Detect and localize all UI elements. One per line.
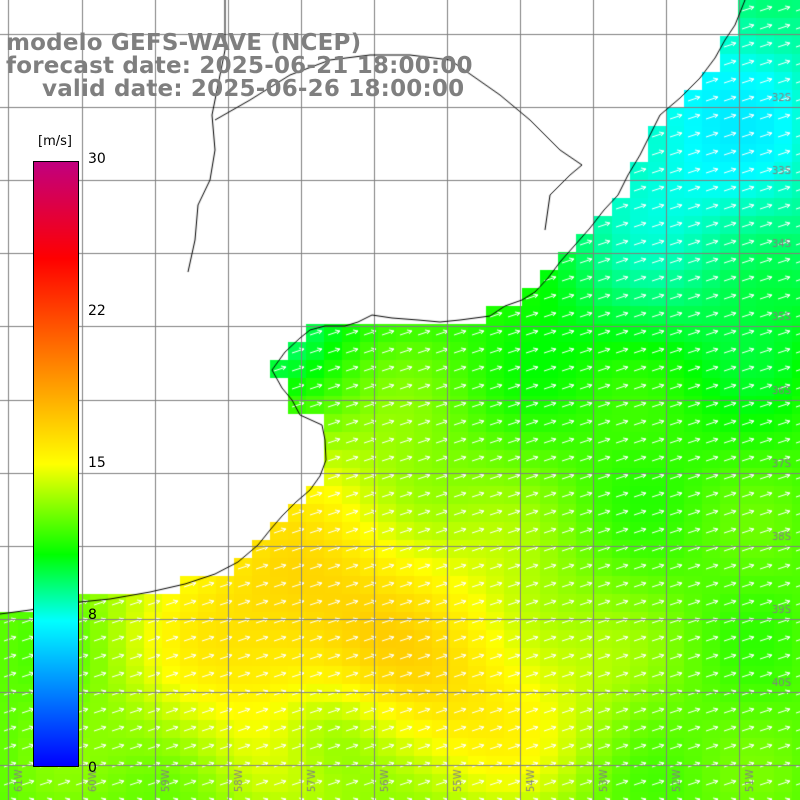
forecast-date: forecast date: 2025-06-21 18:00:00 [6, 53, 473, 79]
colorbar-tick-30: 30 [88, 151, 106, 167]
valid-date: valid date: 2025-06-26 18:00:00 [42, 76, 465, 102]
colorbar [33, 161, 79, 767]
colorbar-tick-15: 15 [88, 455, 106, 471]
colorbar-tick-0: 0 [88, 760, 97, 776]
colorbar-tick-22: 22 [88, 303, 106, 319]
colorbar-unit: [m/s] [38, 134, 72, 149]
model-title: modelo GEFS-WAVE (NCEP) [6, 30, 362, 56]
colorbar-tick-8: 8 [88, 607, 97, 623]
